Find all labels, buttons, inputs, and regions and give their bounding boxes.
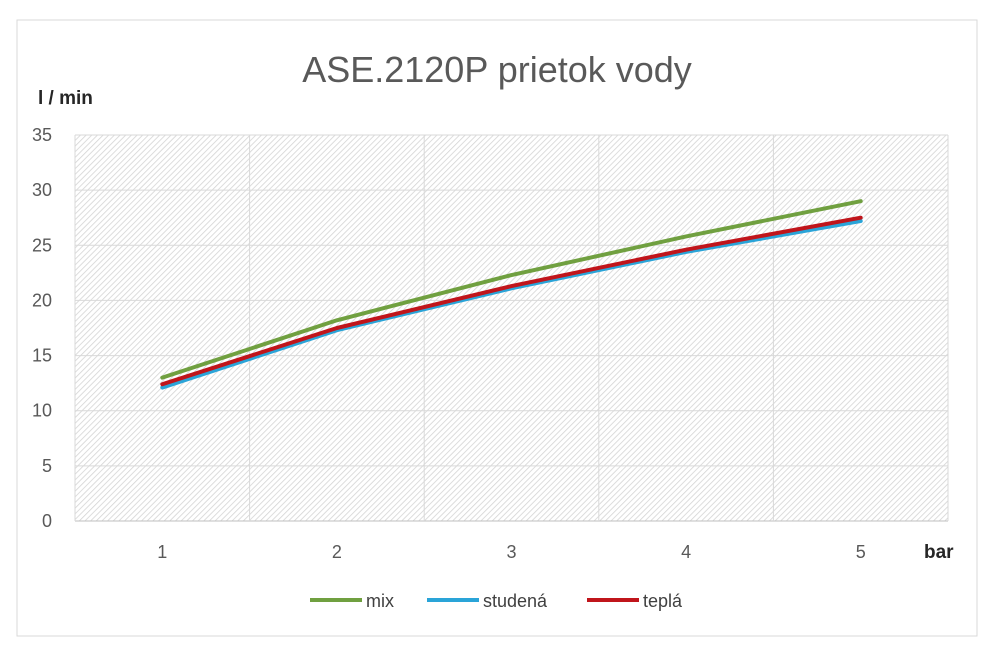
series-line-mix (160, 199, 863, 380)
series-lines (160, 199, 863, 390)
x-tick-label: 4 (681, 542, 691, 562)
x-tick-label: 2 (332, 542, 342, 562)
x-axis-ticks: 1 2 3 4 5 (157, 542, 865, 562)
plot-area (75, 135, 948, 521)
series-line-teplá (160, 215, 863, 387)
legend-label-studená: studená (483, 591, 548, 611)
x-tick-label: 3 (506, 542, 516, 562)
y-tick-label: 25 (32, 235, 52, 255)
chart-title: ASE.2120P prietok vody (302, 49, 692, 90)
legend-label-teplá: teplá (643, 591, 683, 611)
y-tick-label: 5 (42, 456, 52, 476)
y-axis-label: l / min (38, 88, 93, 109)
y-tick-label: 15 (32, 346, 52, 366)
x-axis-label: bar (924, 542, 954, 563)
legend-label-mix: mix (366, 591, 394, 611)
x-tick-label: 5 (856, 542, 866, 562)
y-tick-label: 20 (32, 290, 52, 310)
y-tick-label: 0 (42, 511, 52, 531)
x-tick-label: 1 (157, 542, 167, 562)
gridlines (74, 134, 949, 522)
series-line-studená (160, 219, 863, 390)
y-tick-label: 10 (32, 401, 52, 421)
legend: mix studená teplá (310, 591, 683, 611)
y-tick-label: 30 (32, 180, 52, 200)
y-tick-label: 35 (32, 125, 52, 145)
y-axis-ticks: 0 5 10 15 20 25 30 35 (32, 125, 52, 531)
